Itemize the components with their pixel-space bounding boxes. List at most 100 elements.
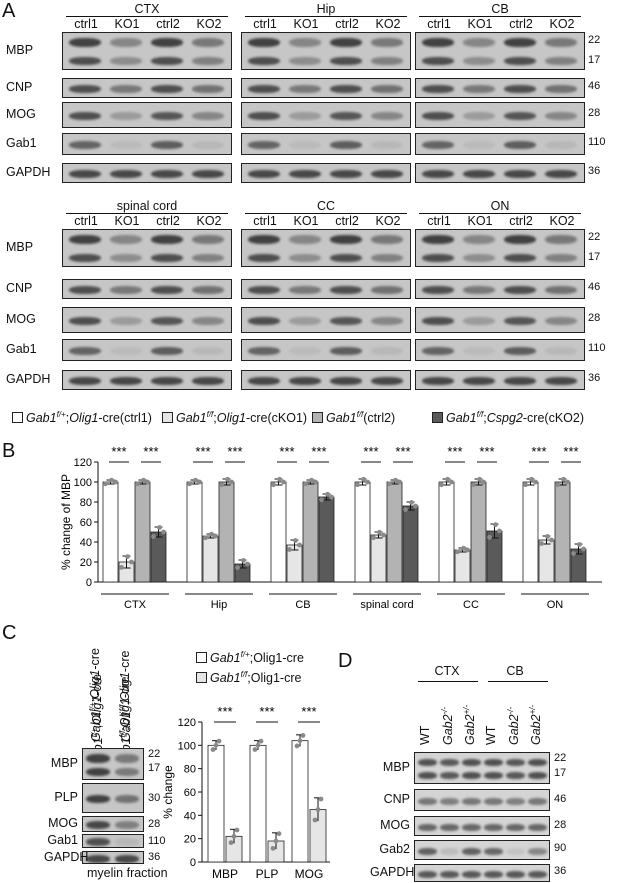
- lane-gene: Gab1f/+: [88, 702, 104, 742]
- mw-marker: 17: [554, 767, 567, 779]
- data-point: [231, 833, 237, 839]
- protein-label: MOG: [48, 816, 78, 830]
- data-point: [141, 477, 146, 483]
- lane-sup: f/+: [88, 702, 97, 712]
- blot-strip-mog: [415, 307, 585, 333]
- lane-sup: +/-: [528, 704, 537, 715]
- legend-driver: Cspg2: [486, 410, 523, 425]
- gab1-band: [463, 141, 495, 149]
- gapdh-band: [151, 170, 183, 178]
- significance-label: ***: [143, 444, 158, 459]
- region-label: Hip: [316, 2, 336, 16]
- mw-marker: 22: [588, 34, 601, 46]
- mbp-lower-band: [545, 254, 577, 262]
- lane-label: ctrl1: [74, 214, 98, 228]
- protein-label: CNP: [6, 281, 33, 295]
- mog-band: [248, 317, 280, 325]
- lane-label: ctrl1: [427, 17, 451, 31]
- cnp-band: [371, 286, 403, 294]
- cnp-band: [506, 798, 525, 805]
- lane-label: KO1: [293, 17, 319, 31]
- mbp-upper-band: [248, 38, 280, 47]
- data-point: [229, 479, 234, 485]
- mbp-lower-band: [371, 254, 403, 262]
- mbp-upper-band: [330, 38, 362, 47]
- mbp-upper-band: [192, 235, 224, 244]
- legend-tail: ;Olig1-cre: [247, 670, 302, 685]
- gapdh-band: [506, 871, 525, 878]
- data-point: [577, 542, 582, 547]
- mog-band: [330, 317, 362, 325]
- gapdh-band: [248, 377, 280, 385]
- mbp-lower-band: [289, 57, 321, 65]
- gapdh-band: [484, 871, 503, 878]
- legend-driver: Olig1: [69, 410, 99, 425]
- region-label: CB: [491, 2, 509, 16]
- lane-label-rotated: Gab2+/-: [528, 705, 543, 745]
- mw-marker: 28: [588, 107, 601, 119]
- data-point: [561, 476, 566, 482]
- data-point: [270, 845, 276, 851]
- lane-driver: Olig1: [118, 672, 132, 702]
- y-tick-label: 20: [80, 557, 92, 569]
- legend-sep: ;: [213, 410, 217, 425]
- mbp-upper-band: [506, 759, 525, 766]
- gab1-band: [248, 141, 280, 149]
- lane-genotype: Gab2-/-: [506, 706, 522, 745]
- blot-strip-cnp: [415, 279, 585, 299]
- mog-band: [86, 821, 110, 829]
- mbp-upper-band: [484, 759, 503, 766]
- gab1-band: [371, 347, 403, 355]
- mog-band: [115, 821, 139, 829]
- mbp-lower-band: [151, 254, 183, 262]
- gapdh-band: [289, 170, 321, 178]
- mbp-lower-band: [422, 254, 454, 262]
- cnp-band: [545, 85, 577, 93]
- cnp-band: [151, 85, 183, 93]
- region-label: CB: [506, 664, 524, 678]
- blot-strip-gab1: [415, 133, 585, 155]
- mbp-upper-band: [463, 235, 495, 244]
- region-underline: [245, 213, 407, 214]
- mog-band: [440, 824, 459, 831]
- mog-band: [151, 317, 183, 325]
- gab1-band: [289, 347, 321, 355]
- mbp-lower-band: [504, 254, 536, 262]
- bar: [302, 481, 319, 583]
- legend-sup: f/f: [356, 410, 364, 419]
- data-point: [252, 747, 258, 752]
- gab1-band: [151, 347, 183, 355]
- blot-strip-gapdh: [414, 864, 550, 882]
- lane-genotype: Gab2-/-: [440, 706, 456, 745]
- cnp-band: [463, 85, 495, 93]
- data-point: [455, 549, 460, 555]
- gab1-band: [504, 141, 536, 149]
- cnp-band: [422, 286, 454, 294]
- cnp-band: [462, 798, 481, 805]
- panel-b-chart: 0 20 40 60 80 100 120% change of MBP *** *** CTX *…: [59, 444, 602, 611]
- data-point: [312, 817, 318, 823]
- data-point: [157, 525, 162, 530]
- mbp-lower-band: [484, 772, 503, 779]
- gab2-band: [484, 848, 503, 855]
- cnp-band: [422, 85, 454, 93]
- legend-gene: Gab1f/+: [26, 410, 66, 426]
- mbp-upper-band: [115, 754, 139, 763]
- gab1-band: [545, 141, 577, 149]
- gab1-band: [248, 347, 280, 355]
- mog-band: [463, 317, 495, 325]
- data-point: [571, 551, 576, 556]
- mw-marker: 22: [148, 748, 161, 760]
- protein-label: Gab1: [47, 833, 78, 847]
- mbp-lower-band: [506, 772, 525, 779]
- data-point: [135, 481, 140, 487]
- mw-marker: 46: [588, 80, 601, 92]
- data-point: [313, 479, 318, 485]
- mbp-lower-band: [330, 57, 362, 65]
- gab1-band: [422, 347, 454, 355]
- significance-label: ***: [301, 704, 316, 719]
- lane-label: ctrl2: [335, 214, 359, 228]
- mbp-lower-band: [69, 254, 101, 262]
- y-tick-label: 80: [184, 764, 196, 776]
- mbp-lower-band: [86, 768, 110, 776]
